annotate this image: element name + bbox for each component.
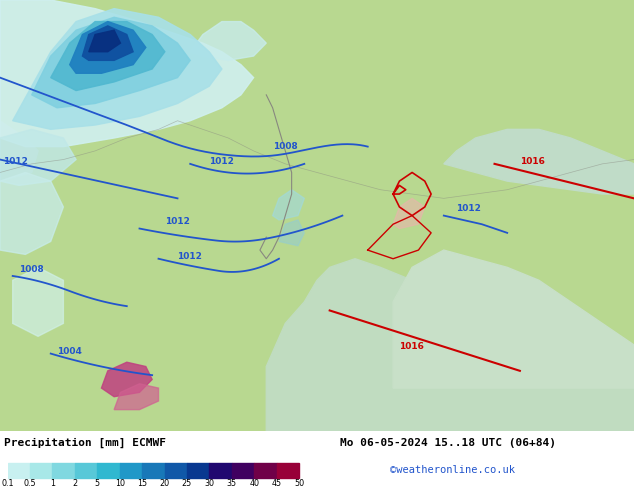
Text: ©weatheronline.co.uk: ©weatheronline.co.uk [390, 465, 515, 475]
Polygon shape [32, 17, 190, 108]
Bar [30, 463, 53, 478]
Bar [142, 463, 164, 478]
Text: 10: 10 [115, 479, 125, 488]
Bar [75, 463, 97, 478]
Polygon shape [444, 129, 634, 194]
Text: 1012: 1012 [178, 252, 202, 261]
Polygon shape [266, 259, 634, 431]
Polygon shape [0, 129, 76, 185]
Polygon shape [13, 268, 63, 336]
Text: 1012: 1012 [456, 204, 481, 213]
Text: 45: 45 [271, 479, 281, 488]
Text: 1016: 1016 [399, 343, 424, 351]
Text: 0.1: 0.1 [1, 479, 14, 488]
Bar [164, 463, 187, 478]
Bar [276, 463, 299, 478]
Polygon shape [70, 22, 146, 74]
Polygon shape [393, 250, 634, 388]
Text: 30: 30 [204, 479, 214, 488]
Bar [209, 463, 232, 478]
Text: 2: 2 [72, 479, 77, 488]
Polygon shape [0, 0, 254, 147]
Polygon shape [190, 22, 266, 60]
Text: 1: 1 [50, 479, 55, 488]
Text: 1004: 1004 [57, 346, 82, 356]
Polygon shape [393, 198, 425, 228]
Text: 1012: 1012 [209, 157, 234, 166]
Polygon shape [13, 9, 222, 129]
Polygon shape [0, 172, 63, 254]
Text: 1012: 1012 [165, 217, 190, 226]
Text: 25: 25 [182, 479, 192, 488]
Text: 1012: 1012 [3, 157, 28, 166]
Polygon shape [0, 0, 38, 181]
Text: 15: 15 [137, 479, 147, 488]
Polygon shape [101, 362, 152, 397]
Text: 0.5: 0.5 [23, 479, 36, 488]
Text: Precipitation [mm] ECMWF: Precipitation [mm] ECMWF [4, 438, 166, 448]
Polygon shape [51, 22, 165, 91]
Bar [120, 463, 142, 478]
Bar [8, 463, 30, 478]
Polygon shape [114, 384, 158, 410]
Text: 20: 20 [160, 479, 169, 488]
Text: 35: 35 [227, 479, 237, 488]
Bar [97, 463, 120, 478]
Text: 50: 50 [294, 479, 304, 488]
Text: 1016: 1016 [520, 157, 545, 166]
Text: 1008: 1008 [19, 265, 44, 273]
Polygon shape [89, 30, 120, 52]
Text: 1008: 1008 [273, 142, 297, 151]
Polygon shape [279, 220, 304, 246]
Bar [232, 463, 254, 478]
Text: 5: 5 [94, 479, 100, 488]
Text: Mo 06-05-2024 15..18 UTC (06+84): Mo 06-05-2024 15..18 UTC (06+84) [340, 438, 556, 448]
Bar [187, 463, 209, 478]
Text: 40: 40 [249, 479, 259, 488]
Polygon shape [273, 190, 304, 220]
Bar [53, 463, 75, 478]
Bar [254, 463, 276, 478]
Polygon shape [82, 26, 133, 60]
